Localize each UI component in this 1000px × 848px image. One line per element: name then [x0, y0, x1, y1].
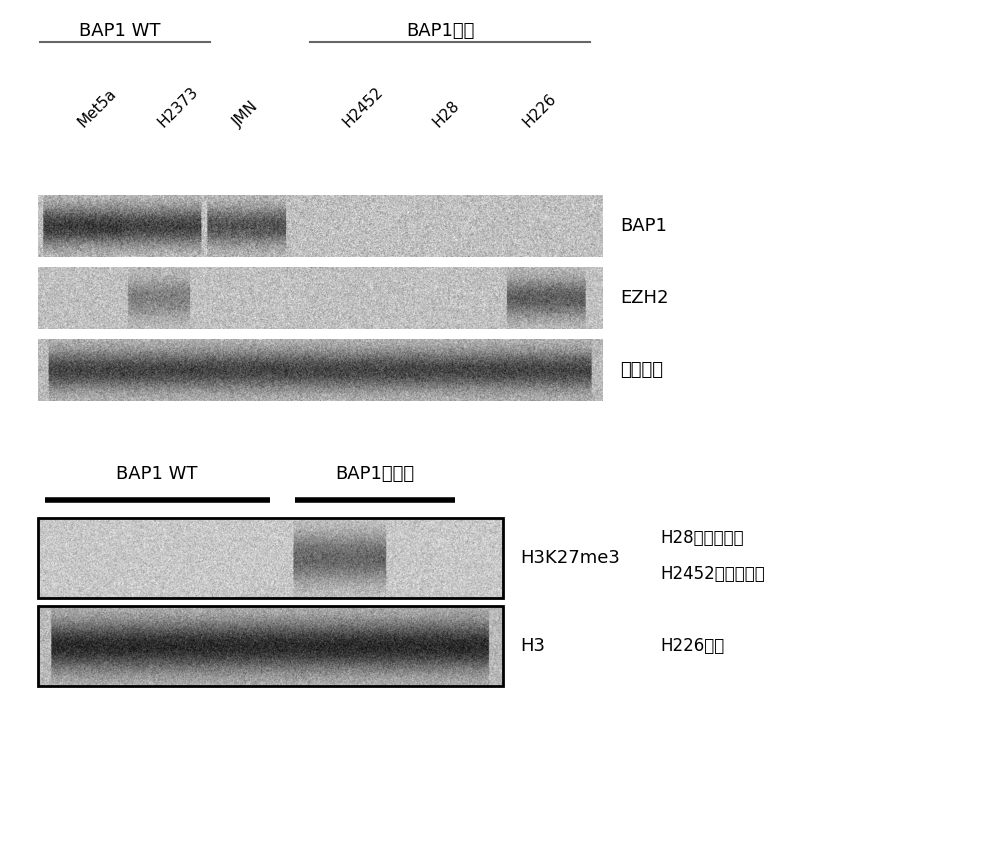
Text: BAP1无效: BAP1无效	[406, 22, 474, 40]
Text: H226缺失: H226缺失	[660, 637, 724, 655]
Text: H2373: H2373	[155, 84, 201, 130]
Text: H226: H226	[520, 91, 559, 130]
Text: BAP1: BAP1	[620, 217, 667, 235]
Text: H2452纯合性错义: H2452纯合性错义	[660, 565, 765, 583]
Text: EZH2: EZH2	[620, 289, 668, 307]
Bar	[38, 606, 503, 686]
Bar	[38, 518, 503, 598]
Text: H2452: H2452	[340, 84, 386, 130]
Text: H28纯合性缺失: H28纯合性缺失	[660, 529, 744, 547]
Text: JMN: JMN	[230, 99, 261, 130]
Text: Met5a: Met5a	[75, 86, 119, 130]
Text: 微管蛋白: 微管蛋白	[620, 361, 663, 379]
Text: BAP1 WT: BAP1 WT	[79, 22, 161, 40]
Text: BAP1 WT: BAP1 WT	[116, 465, 198, 483]
Text: H3: H3	[520, 637, 545, 655]
Text: H28: H28	[430, 98, 462, 130]
Text: BAP1突变型: BAP1突变型	[335, 465, 415, 483]
Text: H3K27me3: H3K27me3	[520, 549, 620, 567]
